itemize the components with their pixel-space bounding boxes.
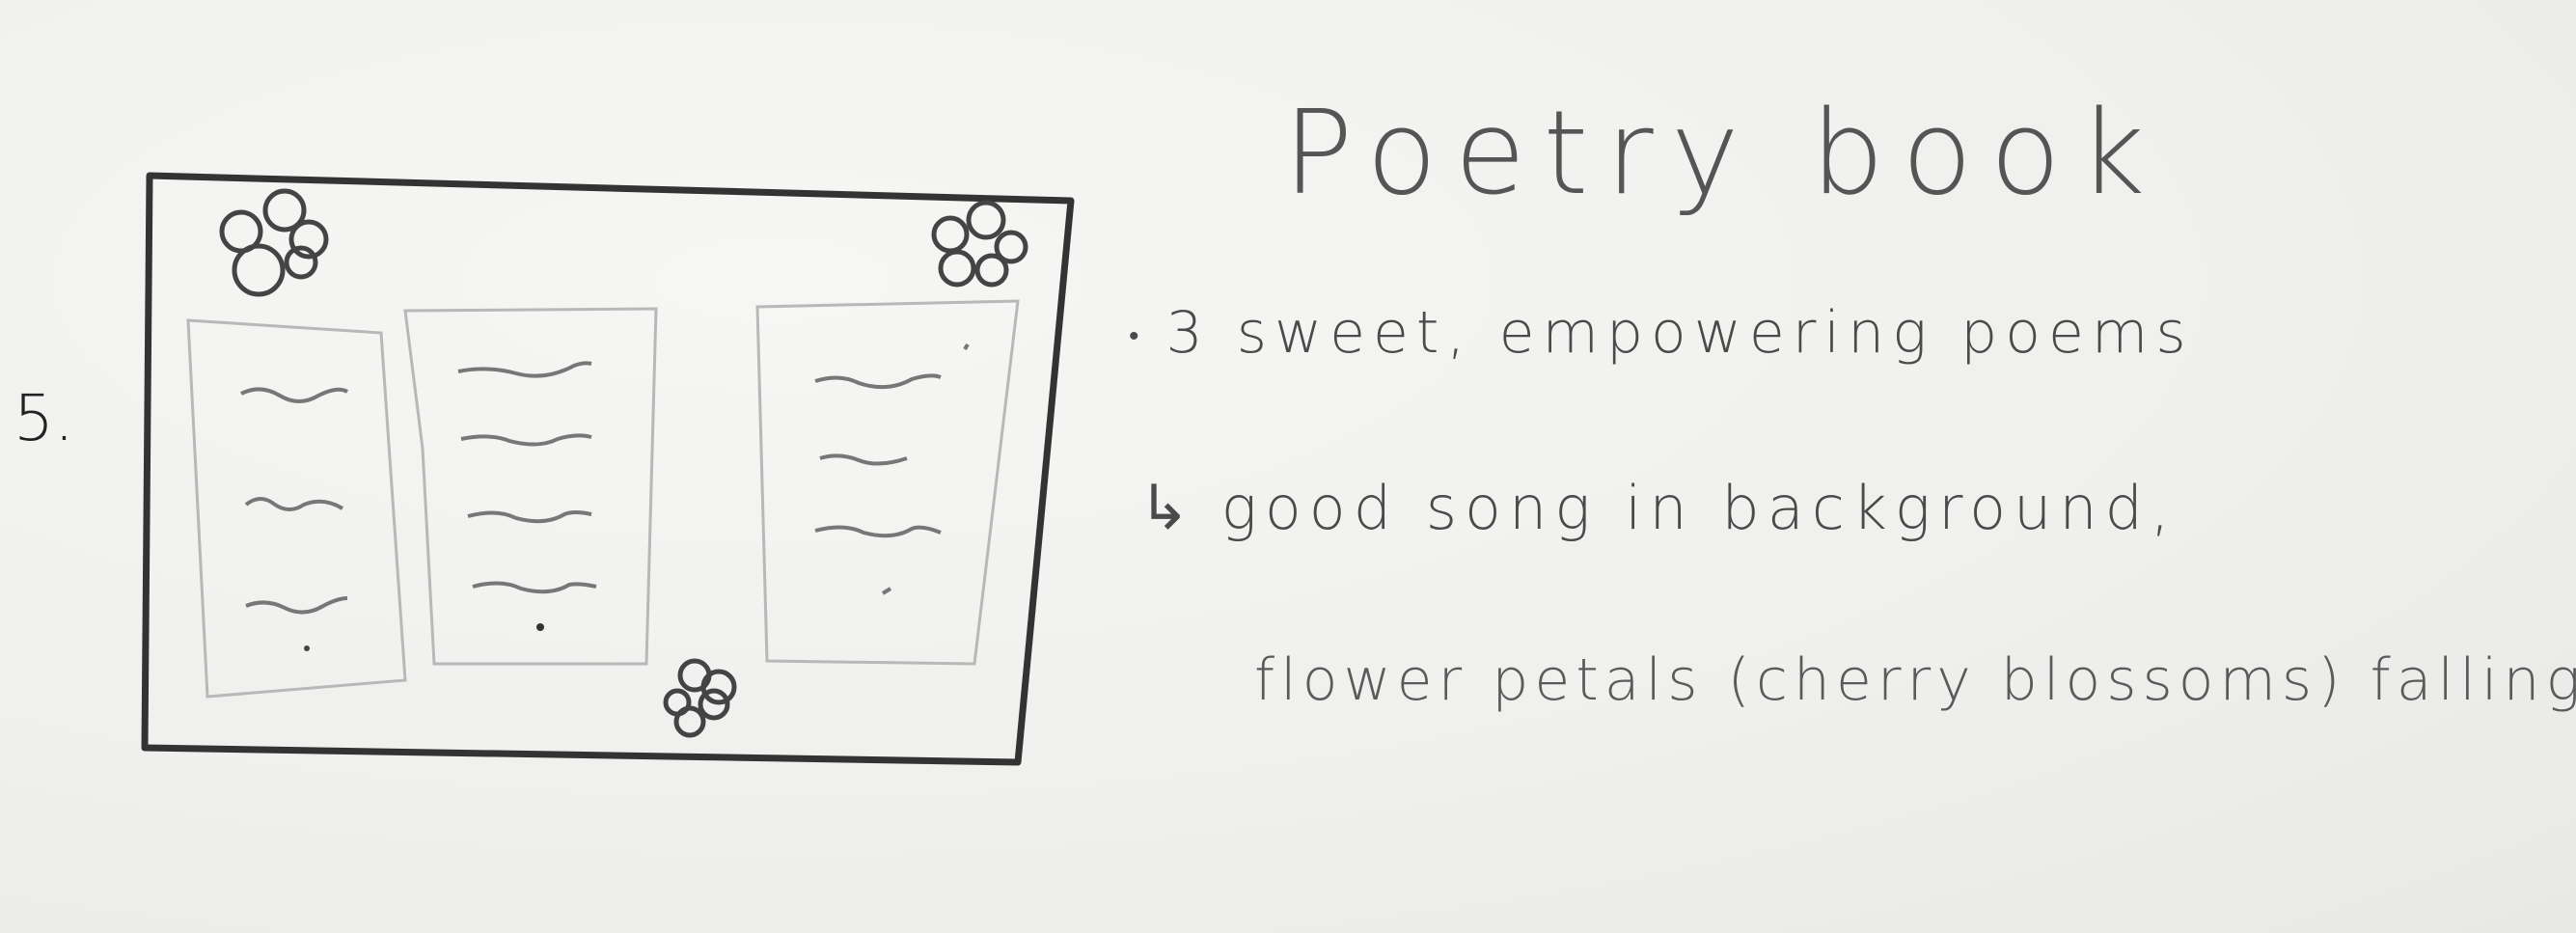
flower-cluster-top-right (931, 200, 1028, 288)
note-line-1: • 3 sweet, empowering poems (1129, 299, 2194, 367)
note-line-2-text: good song in background, (1220, 473, 2178, 543)
poem-page-right (755, 299, 1020, 666)
poem-page-left (186, 318, 407, 699)
flower-cluster-top-left (219, 188, 329, 297)
note-line-2: ↳ good song in background, (1138, 473, 2178, 544)
bullet-icon: • (1129, 319, 1147, 353)
frame (141, 172, 1075, 766)
poem-page-middle (403, 307, 658, 666)
hook-arrow-icon: ↳ (1138, 473, 1198, 544)
sketch-number: 5. (14, 381, 74, 455)
flower-cluster-bottom (663, 658, 737, 738)
sketch-title: Poetry book (1283, 87, 2163, 221)
note-line-1-text: 3 sweet, empowering poems (1165, 299, 2194, 367)
note-line-3: flower petals (cherry blossoms) falling (1254, 646, 2576, 714)
